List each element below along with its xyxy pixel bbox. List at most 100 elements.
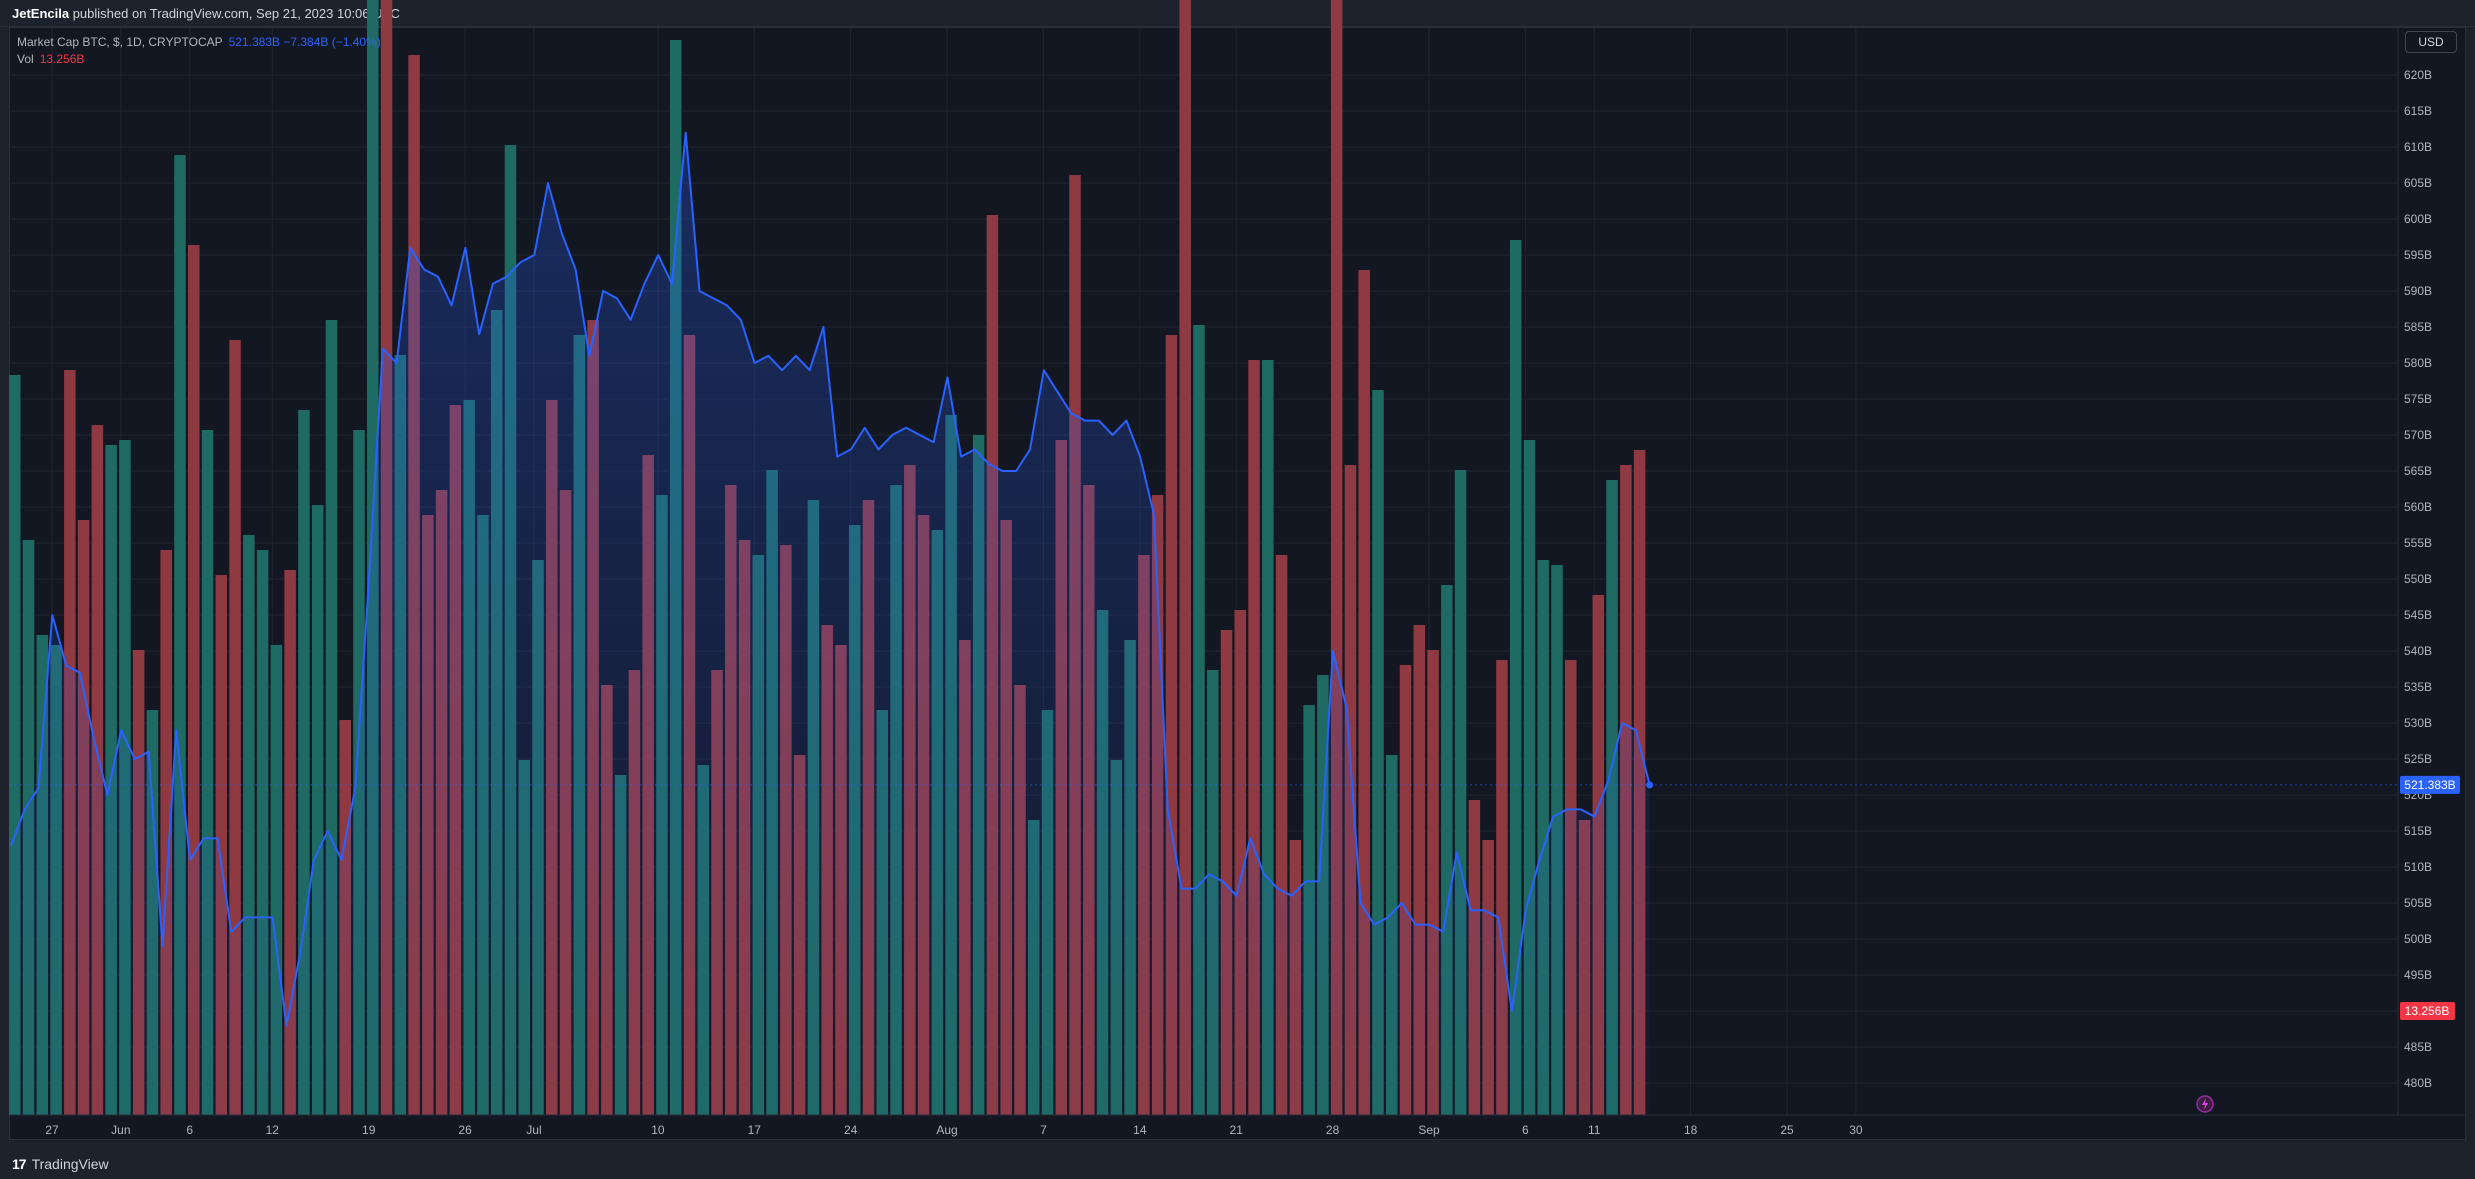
- x-axis-tick-label: 12: [266, 1123, 280, 1137]
- volume-bar-up: [1441, 585, 1453, 1115]
- x-axis-tick-label: 27: [45, 1123, 59, 1137]
- volume-bar-down: [1496, 660, 1508, 1115]
- volume-bar-up: [9, 375, 21, 1115]
- y-axis-tick-label: 615B: [2404, 104, 2432, 118]
- y-axis-tick-label: 620B: [2404, 68, 2432, 82]
- tradingview-logo[interactable]: 17 TradingView: [12, 1156, 109, 1172]
- x-axis-tick-label: 21: [1230, 1123, 1244, 1137]
- y-axis-tick-label: 485B: [2404, 1040, 2432, 1054]
- y-axis-tick-label: 600B: [2404, 212, 2432, 226]
- x-axis-tick-label: Jul: [526, 1123, 541, 1137]
- volume-bar-up: [1523, 440, 1536, 1115]
- x-axis-tick-label: 24: [844, 1123, 858, 1137]
- x-axis-tick-label: 25: [1780, 1123, 1794, 1137]
- y-axis-tick-label: 515B: [2404, 824, 2432, 838]
- y-axis-tick-label: 530B: [2404, 716, 2432, 730]
- x-axis-tick-label: 26: [458, 1123, 472, 1137]
- volume-bar-down: [1234, 610, 1247, 1115]
- publish-info: JetEncila published on TradingView.com, …: [12, 6, 400, 21]
- x-axis-tick-label: 17: [748, 1123, 762, 1137]
- chart-legend: Market Cap BTC, $, 1D, CRYPTOCAP 521.383B…: [17, 34, 381, 68]
- volume-bar-down: [1358, 270, 1370, 1115]
- price-line[interactable]: [10, 131, 1651, 1027]
- price-area-fill: [11, 132, 1650, 1116]
- volume-bar-down: [1179, 0, 1191, 1115]
- x-axis-tick-label: 19: [362, 1123, 376, 1137]
- volume-bar-down: [215, 575, 228, 1115]
- volume-bar-down: [1330, 0, 1343, 1115]
- x-axis-tick-label: 10: [651, 1123, 665, 1137]
- y-axis-tick-label: 540B: [2404, 644, 2432, 658]
- volume-bar-up: [201, 430, 214, 1115]
- x-axis-tick-label: Jun: [111, 1123, 130, 1137]
- volume-bar-down: [188, 245, 200, 1115]
- author-name[interactable]: JetEncila: [12, 6, 70, 21]
- y-axis-tick-label: 555B: [2404, 536, 2432, 550]
- volume-bar-down: [1427, 650, 1439, 1115]
- x-axis-tick-label: 28: [1326, 1123, 1340, 1137]
- volume-bar-up: [311, 505, 324, 1115]
- x-axis-tick-label: 30: [1849, 1123, 1863, 1137]
- volume-label-bg: [2400, 1002, 2455, 1020]
- legend-volume-row: Vol 13.256B: [17, 51, 381, 68]
- volume-bar-up: [325, 320, 338, 1115]
- volume-bar-up: [256, 550, 269, 1115]
- x-axis-tick-label: 6: [186, 1123, 193, 1137]
- x-axis-tick-label: 6: [1522, 1123, 1529, 1137]
- price-info: 521.383B −7.384B (−1.40%): [228, 35, 381, 49]
- x-axis-tick-label: 18: [1684, 1123, 1698, 1137]
- y-axis-tick-label: 545B: [2404, 608, 2432, 622]
- last-price-label: 521.383B: [2404, 778, 2455, 792]
- y-axis-tick-label: 590B: [2404, 284, 2432, 298]
- legend-main-row: Market Cap BTC, $, 1D, CRYPTOCAP 521.383B…: [17, 34, 381, 51]
- y-axis-tick-label: 585B: [2404, 320, 2432, 334]
- volume-bar-down: [1413, 625, 1426, 1115]
- volume-bar-down: [284, 570, 296, 1115]
- x-axis-tick-label: Sep: [1418, 1123, 1440, 1137]
- volume-bar-down: [1399, 665, 1412, 1115]
- tradingview-brand: TradingView: [31, 1156, 109, 1172]
- y-axis-tick-label: 535B: [2404, 680, 2432, 694]
- volume-bar-up: [298, 410, 310, 1115]
- volume-bar-down: [1165, 335, 1178, 1115]
- y-axis-tick-label: 525B: [2404, 752, 2432, 766]
- volume-bar-up: [243, 535, 255, 1115]
- y-axis-tick-label: 500B: [2404, 932, 2432, 946]
- currency-button[interactable]: USD: [2405, 31, 2457, 53]
- y-axis-tick-label: 505B: [2404, 896, 2432, 910]
- volume-bar-up: [1537, 560, 1549, 1115]
- y-axis-tick-label: 610B: [2404, 140, 2432, 154]
- volume-label[interactable]: Vol: [17, 52, 34, 66]
- y-axis-tick-label: 575B: [2404, 392, 2432, 406]
- y-axis-tick-label: 580B: [2404, 356, 2432, 370]
- volume-bar-down: [229, 340, 241, 1115]
- volume-bar-up: [1262, 360, 1274, 1115]
- x-axis-tick-label: 11: [1588, 1123, 1601, 1137]
- volume-bar-down: [160, 550, 172, 1115]
- y-axis-tick-label: 550B: [2404, 572, 2432, 586]
- publish-details: published on TradingView.com, Sep 21, 20…: [69, 6, 400, 21]
- publish-header: JetEncila published on TradingView.com, …: [0, 0, 2475, 27]
- volume-axis-label: 13.256B: [2405, 1004, 2450, 1018]
- volume-bar-down: [1248, 360, 1260, 1115]
- y-axis-tick-label: 510B: [2404, 860, 2432, 874]
- x-axis-tick-label: 14: [1133, 1123, 1147, 1137]
- last-price-dot: [1646, 781, 1654, 789]
- footer-bar: 17 TradingView: [0, 1148, 2475, 1179]
- lightning-glyph: [2202, 1098, 2208, 1110]
- volume-bar-up: [1509, 240, 1522, 1115]
- y-axis-tick-label: 595B: [2404, 248, 2432, 262]
- last-price-label-bg: [2400, 775, 2460, 794]
- y-axis-tick-label: 570B: [2404, 428, 2432, 442]
- y-axis-tick-label: 560B: [2404, 500, 2432, 514]
- y-axis-tick-label: 495B: [2404, 968, 2432, 982]
- volume-value: 13.256B: [39, 52, 85, 66]
- symbol-description[interactable]: Market Cap BTC, $, 1D, CRYPTOCAP: [17, 35, 223, 49]
- y-axis-tick-label: 480B: [2404, 1076, 2432, 1090]
- x-axis-tick-label: Aug: [936, 1123, 957, 1137]
- x-axis-tick-label: 7: [1040, 1123, 1047, 1137]
- volume-bar-up: [174, 155, 186, 1115]
- volume-bar-down: [1275, 555, 1288, 1115]
- volume-bar-down: [1220, 630, 1233, 1115]
